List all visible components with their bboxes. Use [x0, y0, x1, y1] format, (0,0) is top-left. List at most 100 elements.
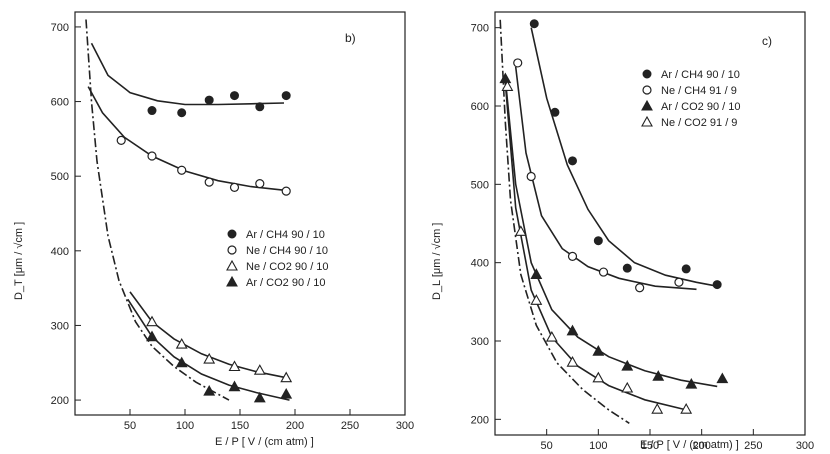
- y-tick-label: 200: [471, 414, 489, 426]
- data-point: [229, 182, 240, 192]
- data-point: [281, 186, 291, 196]
- fit-curve: [127, 298, 290, 401]
- panel-c-label: c): [762, 34, 772, 48]
- data-point: [514, 225, 527, 236]
- y-tick-label: 300: [471, 336, 489, 348]
- panel-b-y-axis-label: D_T [μm / √cm ]: [13, 222, 25, 300]
- data-point: [513, 58, 523, 68]
- diffusion-limit-curve: [499, 19, 630, 424]
- data-point: [116, 135, 126, 145]
- data-point: [526, 171, 536, 182]
- data-point: [281, 91, 291, 101]
- data-point: [712, 280, 722, 290]
- x-tick-label: 200: [692, 440, 710, 452]
- diffusion-limit-curve: [85, 19, 230, 401]
- fit-curve: [87, 86, 287, 192]
- panel-b-plot-frame: [74, 11, 406, 416]
- legend-marker: [641, 99, 653, 111]
- data-point: [545, 330, 558, 342]
- legend-entry: Ar / CO2 90 / 10: [661, 101, 740, 113]
- legend-marker: [227, 229, 237, 239]
- y-tick-label: 300: [51, 320, 69, 332]
- x-tick-label: 100: [176, 420, 194, 432]
- data-point: [651, 403, 664, 414]
- data-point: [253, 391, 266, 403]
- y-tick-label: 400: [471, 258, 489, 270]
- data-point: [621, 359, 634, 371]
- data-point: [680, 403, 693, 414]
- y-tick-label: 500: [471, 179, 489, 191]
- data-point: [147, 106, 157, 116]
- data-point: [228, 360, 241, 372]
- data-point: [566, 324, 579, 336]
- panel-c-y-axis-label: D_L [μm / √cm ]: [431, 223, 443, 300]
- data-point: [177, 108, 187, 118]
- fit-curve: [504, 82, 687, 411]
- data-point: [652, 370, 665, 381]
- panel-b-label: b): [345, 31, 356, 45]
- data-point: [635, 283, 645, 293]
- data-point: [280, 387, 293, 399]
- legend-entry: Ne / CO2 91 / 9: [661, 117, 737, 129]
- data-point: [593, 236, 603, 246]
- data-point: [566, 356, 579, 367]
- data-point: [598, 267, 609, 277]
- legend-entry: Ne / CO2 90 / 10: [246, 261, 329, 273]
- data-point: [203, 352, 216, 364]
- x-tick-label: 300: [796, 440, 814, 452]
- x-tick-label: 50: [124, 420, 136, 432]
- fit-curve: [90, 42, 285, 106]
- legend-entry: Ar / CH4 90 / 10: [246, 229, 325, 241]
- data-point: [568, 156, 577, 166]
- legend-entry: Ne / CH4 91 / 9: [661, 85, 737, 97]
- data-point: [204, 177, 214, 187]
- data-point: [529, 19, 539, 29]
- y-tick-label: 600: [51, 97, 69, 109]
- y-tick-label: 700: [51, 22, 69, 34]
- data-point: [530, 294, 543, 305]
- data-point: [177, 165, 187, 175]
- x-tick-label: 250: [341, 420, 359, 432]
- y-tick-label: 200: [51, 395, 69, 407]
- y-tick-label: 500: [51, 171, 69, 183]
- x-tick-label: 300: [396, 420, 414, 432]
- legend-entry: Ar / CH4 90 / 10: [661, 69, 740, 81]
- panel-c-x-axis-label: E / P [ V / (cm atm) ]: [640, 439, 739, 451]
- data-point: [146, 315, 158, 327]
- data-point: [550, 107, 560, 117]
- x-tick-label: 250: [744, 440, 762, 452]
- y-tick-label: 600: [471, 101, 489, 113]
- legend-marker: [227, 245, 237, 255]
- panel-c-chart: c) E / P [ V / (cm atm) ] D_L [μm / √cm …: [431, 11, 814, 452]
- data-point: [681, 264, 691, 274]
- legend-marker: [641, 115, 653, 127]
- legend-marker: [226, 259, 238, 271]
- data-point: [230, 91, 239, 101]
- y-tick-label: 700: [471, 23, 489, 35]
- data-point: [175, 337, 188, 349]
- data-point: [685, 377, 698, 389]
- x-tick-label: 150: [641, 440, 659, 452]
- data-point: [175, 356, 188, 368]
- panel-b-x-axis-label: E / P [ V / (cm atm) ]: [215, 436, 314, 448]
- legend-marker: [642, 85, 652, 95]
- data-point: [255, 179, 265, 189]
- data-point: [146, 330, 158, 342]
- data-point: [592, 345, 605, 356]
- data-point: [501, 80, 514, 91]
- data-point: [499, 72, 512, 84]
- data-point: [147, 151, 157, 161]
- data-point: [204, 95, 214, 105]
- data-point: [280, 371, 293, 383]
- x-tick-label: 200: [286, 420, 304, 432]
- x-tick-label: 50: [541, 440, 553, 452]
- x-tick-label: 100: [589, 440, 607, 452]
- data-point: [674, 277, 684, 287]
- data-point: [621, 381, 634, 393]
- legend-entry: Ne / CH4 90 / 10: [246, 245, 328, 257]
- legend-marker: [642, 69, 652, 79]
- x-tick-label: 150: [231, 420, 249, 432]
- legend-entry: Ar / CO2 90 / 10: [246, 277, 325, 289]
- fit-curve: [504, 78, 718, 388]
